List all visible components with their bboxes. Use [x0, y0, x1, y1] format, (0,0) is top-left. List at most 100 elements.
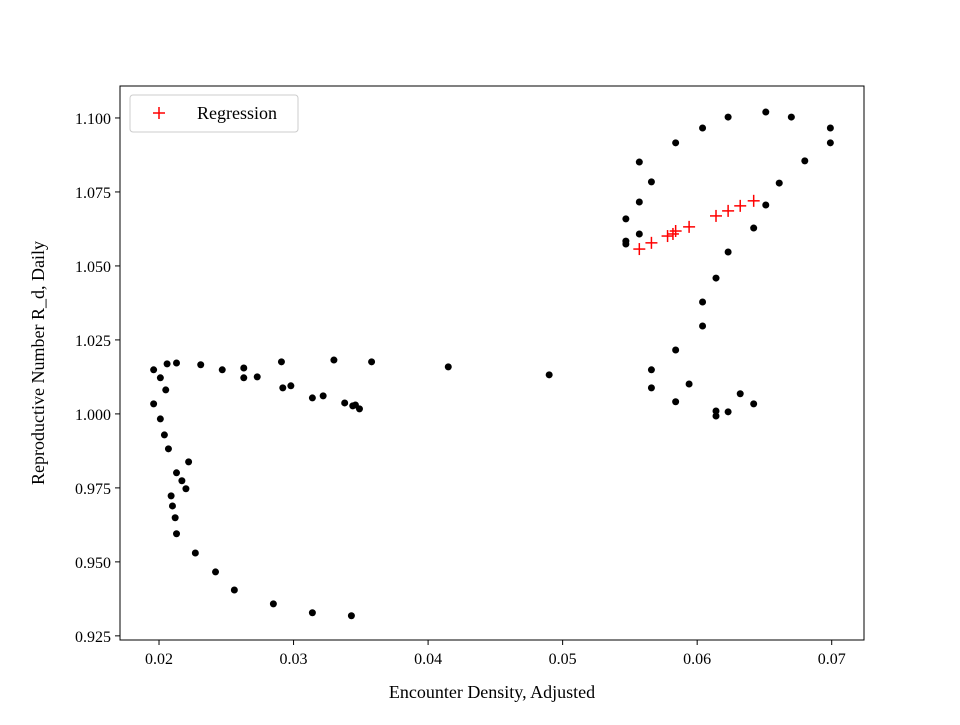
data-point	[635, 198, 643, 206]
x-axis-label: Encounter Density, Adjusted	[389, 682, 595, 702]
data-point	[277, 358, 285, 366]
x-tick-label: 0.02	[145, 651, 173, 668]
data-point	[724, 248, 732, 256]
data-point	[167, 492, 175, 500]
data-point	[801, 157, 809, 165]
x-tick-label: 0.05	[549, 651, 577, 668]
data-point	[150, 366, 158, 374]
data-point	[826, 139, 834, 147]
data-point	[762, 201, 770, 209]
data-point	[647, 178, 655, 186]
y-tick-label: 1.000	[75, 407, 111, 424]
data-point	[787, 113, 795, 121]
data-point	[545, 371, 553, 379]
regression-point	[669, 225, 682, 238]
data-point	[171, 514, 179, 522]
data-point	[330, 356, 338, 364]
data-point	[712, 412, 720, 420]
y-axis-label: Reproductive Number R_d, Daily	[28, 241, 48, 485]
data-point	[156, 415, 164, 423]
data-point	[319, 392, 327, 400]
regression-point	[734, 199, 747, 212]
data-point	[164, 445, 172, 453]
data-point	[712, 407, 720, 415]
y-tick-label: 1.025	[75, 333, 111, 350]
legend-label-regression: Regression	[197, 103, 277, 123]
data-point	[178, 477, 186, 485]
data-point	[341, 399, 349, 407]
data-point	[685, 380, 693, 388]
regression-point	[722, 204, 735, 217]
regression-point	[747, 194, 760, 207]
data-point	[279, 384, 287, 392]
data-point	[635, 158, 643, 166]
plot-frame	[119, 85, 865, 641]
regression-point	[645, 236, 658, 249]
data-point	[160, 431, 168, 439]
data-point	[672, 139, 680, 147]
data-point	[218, 366, 226, 374]
data-point	[240, 374, 248, 382]
y-tick-label: 0.950	[75, 555, 111, 572]
data-point	[699, 124, 707, 132]
data-point	[212, 568, 220, 576]
x-tick-label: 0.06	[683, 651, 711, 668]
y-tick-label: 1.050	[75, 259, 111, 276]
data-point	[240, 364, 248, 372]
data-point	[185, 458, 193, 466]
data-point	[162, 386, 170, 394]
data-point	[355, 405, 363, 413]
y-tick-label: 1.100	[75, 111, 111, 128]
data-point	[308, 394, 316, 402]
data-point	[699, 298, 707, 306]
data-point	[750, 224, 758, 232]
regression-point	[666, 227, 679, 240]
data-point	[672, 346, 680, 354]
data-point	[775, 179, 783, 187]
data-point	[712, 274, 720, 282]
data-point	[347, 612, 355, 620]
data-point	[647, 366, 655, 374]
regression-point	[683, 220, 696, 233]
x-tick-label: 0.04	[414, 651, 442, 668]
legend-box	[129, 94, 299, 133]
data-point	[253, 373, 261, 381]
x-tick-label: 0.03	[280, 651, 308, 668]
x-tick-label: 0.07	[818, 651, 846, 668]
data-point	[724, 408, 732, 416]
data-point	[168, 502, 176, 510]
regression-point	[710, 209, 723, 222]
data-point	[163, 360, 171, 368]
data-point	[173, 530, 181, 538]
data-point	[368, 358, 376, 366]
x-axis: 0.02 0.03 0.04 0.05 0.06 0.07	[145, 640, 846, 668]
data-point	[173, 359, 181, 367]
data-point	[826, 124, 834, 132]
plot-marks	[150, 108, 834, 620]
regression-point	[633, 243, 646, 256]
data-point	[635, 230, 643, 238]
data-point	[672, 398, 680, 406]
data-point	[191, 549, 199, 557]
y-tick-label: 0.925	[75, 629, 111, 646]
data-point	[269, 600, 277, 608]
data-point	[173, 469, 181, 477]
data-point	[762, 108, 770, 116]
data-point	[150, 400, 158, 408]
data-point	[182, 485, 190, 493]
data-point	[736, 390, 744, 398]
data-point	[647, 384, 655, 392]
data-point	[156, 374, 164, 382]
y-tick-label: 1.075	[75, 185, 111, 202]
regression-point	[661, 230, 674, 243]
y-axis: 0.925 0.950 0.975 1.000 1.025 1.050 1.075 1.100	[75, 111, 120, 646]
data-point	[622, 215, 630, 223]
legend: Regression	[129, 94, 299, 133]
data-point	[724, 113, 732, 121]
data-point	[287, 382, 295, 390]
data-point	[197, 361, 205, 369]
data-point	[622, 240, 630, 248]
y-tick-label: 0.975	[75, 481, 111, 498]
data-point	[750, 400, 758, 408]
